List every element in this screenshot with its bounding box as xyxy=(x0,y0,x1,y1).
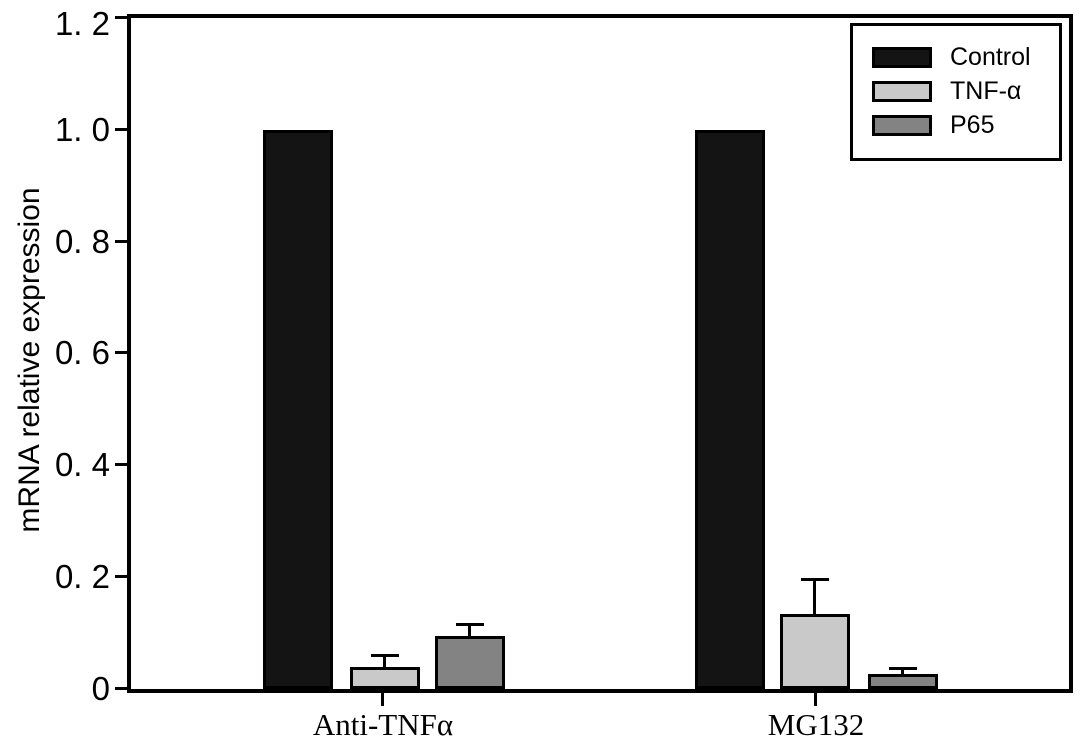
legend-label: P65 xyxy=(950,111,995,139)
bar-p65-mg132 xyxy=(868,674,938,689)
bar-control-mg132 xyxy=(695,130,765,689)
bar-tnf-anti-tnf xyxy=(350,667,420,689)
legend-entry: P65 xyxy=(872,111,1059,139)
y-tick xyxy=(115,128,127,131)
x-tick xyxy=(814,693,817,706)
legend-swatch xyxy=(872,47,932,68)
error-bar-line xyxy=(901,668,904,676)
legend-label: TNF-α xyxy=(950,77,1022,105)
legend-entry: Control xyxy=(872,43,1059,71)
legend-swatch xyxy=(872,81,932,102)
legend: Control TNF-α P65 xyxy=(850,23,1062,161)
error-bar-cap xyxy=(371,654,399,657)
y-tick xyxy=(115,240,127,243)
legend-swatch xyxy=(872,115,932,136)
y-tick-label: 0. 2 xyxy=(54,558,110,595)
bar-tnf-mg132 xyxy=(780,614,850,689)
y-tick-label: 1. 0 xyxy=(54,111,110,148)
legend-entry: TNF-α xyxy=(872,77,1059,105)
x-axis-label-mg132: MG132 xyxy=(767,707,865,742)
y-tick xyxy=(115,463,127,466)
x-tick xyxy=(381,693,384,706)
error-bar-line xyxy=(383,655,386,669)
y-tick-label: 0 xyxy=(91,670,110,707)
y-tick xyxy=(115,687,127,690)
error-bar-cap xyxy=(801,578,829,581)
y-tick-label: 1. 2 xyxy=(54,5,110,42)
y-tick xyxy=(115,16,127,19)
legend-label: Control xyxy=(950,43,1031,71)
y-tick-label: 0. 8 xyxy=(54,223,110,260)
y-tick-label: 0. 6 xyxy=(54,334,110,371)
x-axis-label-anti-tnf: Anti-TNFα xyxy=(312,707,454,742)
bar-control-anti-tnf xyxy=(263,130,333,689)
bar-p65-anti-tnf xyxy=(435,636,505,689)
error-bar-line xyxy=(813,579,816,616)
y-tick xyxy=(115,575,127,578)
y-tick xyxy=(115,351,127,354)
error-bar-line xyxy=(468,624,471,638)
error-bar-cap xyxy=(889,667,917,670)
y-tick-label: 0. 4 xyxy=(54,446,110,483)
error-bar-cap xyxy=(456,623,484,626)
